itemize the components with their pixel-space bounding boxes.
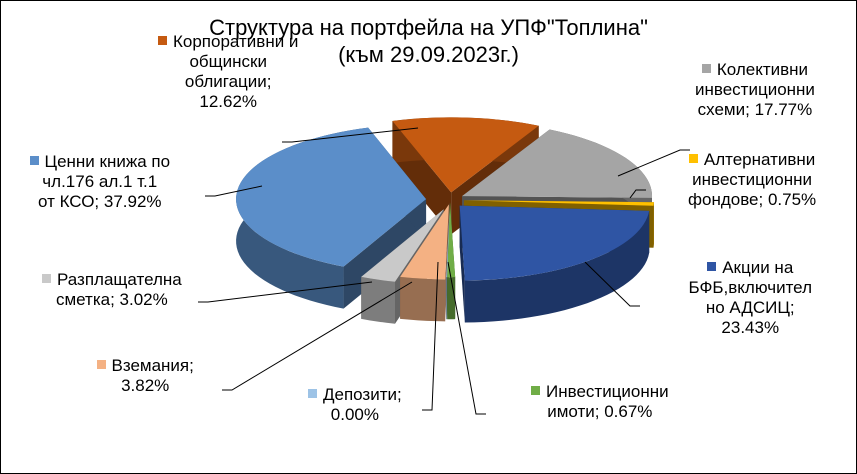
- data-label-text: общински: [189, 52, 267, 71]
- data-label-line: Алтернативни: [688, 150, 816, 170]
- legend-key-icon: [158, 36, 167, 45]
- legend-key-icon: [688, 154, 698, 163]
- pie-slice-3: [463, 200, 654, 206]
- pie-slice-8: [361, 209, 444, 282]
- pie-slice-6: [446, 202, 450, 278]
- data-label-line: 3.82%: [97, 376, 194, 396]
- data-label-text: БФБ,включител: [688, 278, 812, 297]
- legend-key-icon: [308, 389, 317, 398]
- pie-slice-4: [459, 205, 650, 281]
- data-label-line: Депозити;: [308, 385, 402, 405]
- leader-line: [198, 281, 373, 303]
- slice-outer-wall: [447, 277, 456, 320]
- data-label-text: Колективни: [716, 60, 809, 79]
- data-label-line: но АДСИЦ;: [689, 298, 812, 318]
- data-label-text: 3.82%: [121, 376, 170, 395]
- chart-title-line2: (към 29.09.2023г.): [338, 42, 519, 67]
- data-label-text: от КСО; 37.92%: [38, 192, 162, 211]
- data-label-text: но АДСИЦ;: [705, 298, 795, 317]
- data-label-text: Акции на: [722, 258, 794, 277]
- data-label-line: чл.176 ал.1 т.1: [30, 172, 171, 192]
- data-label-text: сметка; 3.02%: [55, 290, 168, 309]
- data-label-text: Депозити;: [323, 385, 402, 404]
- data-label-line: облигации;: [158, 72, 298, 92]
- pie-slice-5: [447, 202, 456, 278]
- pie-slice-2: [462, 129, 653, 198]
- data-label-1: Корпоративни и общински облигации; 12.62%: [158, 32, 298, 112]
- data-label-line: 23.43%: [689, 318, 812, 338]
- leader-line: [584, 261, 640, 307]
- data-label-9: Ценни книжа по чл.176 ал.1 т.1 от КСО; 37.…: [29, 152, 171, 212]
- data-label-line: Вземания;: [96, 356, 194, 376]
- data-label-text: Корпоративни и: [173, 32, 299, 51]
- legend-key-icon: [701, 64, 711, 73]
- slice-outer-wall: [400, 276, 446, 322]
- data-label-line: сметка; 3.02%: [42, 290, 182, 310]
- data-label-text: фондове; 0.75%: [688, 190, 817, 209]
- data-label-text: Алтернативни: [703, 150, 816, 169]
- data-label-line: Корпоративни и: [158, 32, 298, 52]
- slice-wall: [459, 205, 465, 323]
- data-label-line: Инвестиционни: [531, 382, 669, 402]
- data-label-text: Инвестиционни: [546, 382, 669, 401]
- data-label-text: 23.43%: [721, 318, 780, 337]
- data-label-line: БФБ,включител: [689, 278, 812, 298]
- data-label-line: инвестиционни: [695, 80, 815, 100]
- data-label-text: 12.62%: [199, 92, 258, 111]
- data-label-line: Акции на: [689, 258, 812, 278]
- data-label-4: Акции на БФБ,включител но АДСИЦ; 23.43%: [689, 258, 812, 338]
- data-label-6: Депозити; 0.00%: [308, 385, 402, 425]
- pie-slice-9: [236, 127, 427, 267]
- data-label-text: инвестиционни: [695, 80, 815, 99]
- legend-key-icon: [707, 262, 717, 271]
- data-label-line: Колективни: [695, 60, 815, 80]
- leader-line: [282, 127, 419, 143]
- leader-line: [422, 261, 439, 411]
- data-label-line: от КСО; 37.92%: [30, 192, 171, 212]
- data-label-line: инвестиционни: [688, 170, 816, 190]
- leader-line: [447, 261, 486, 415]
- pie-slice-1: [392, 117, 539, 193]
- slice-outer-wall: [464, 210, 650, 323]
- slice-outer-wall: [361, 276, 396, 324]
- data-label-line: имоти; 0.67%: [531, 402, 669, 422]
- data-label-line: фондове; 0.75%: [688, 190, 816, 210]
- leader-line: [205, 185, 263, 197]
- data-label-line: 0.00%: [308, 405, 402, 425]
- data-label-2: Колективни инвестиционни схеми; 17.77%: [695, 60, 815, 120]
- data-label-3: Алтернативни инвестиционни фондове; 0.75%: [688, 150, 816, 210]
- data-label-text: чл.176 ал.1 т.1: [42, 172, 158, 191]
- leader-line: [222, 281, 413, 391]
- data-label-line: 12.62%: [158, 92, 298, 112]
- data-label-line: общински: [158, 52, 298, 72]
- leader-line: [617, 149, 690, 177]
- data-label-8: Разплащателна сметка; 3.02%: [42, 270, 182, 310]
- data-label-text: 0.00%: [330, 405, 379, 424]
- data-label-text: имоти; 0.67%: [547, 402, 653, 421]
- data-label-text: схеми; 17.77%: [697, 100, 813, 119]
- legend-key-icon: [96, 360, 106, 369]
- legend-key-icon: [531, 386, 540, 395]
- data-label-text: Ценни книжа по: [44, 152, 171, 171]
- data-label-7: Вземания; 3.82%: [96, 356, 194, 396]
- chart-title-line1: Структура на портфейла на УПФ"Топлина": [209, 15, 648, 40]
- data-label-text: Вземания;: [111, 356, 194, 375]
- legend-key-icon: [42, 274, 51, 283]
- slice-outer-wall: [446, 277, 448, 320]
- legend-key-icon: [29, 156, 39, 165]
- data-label-text: облигации;: [184, 72, 272, 91]
- data-label-5: Инвестиционни имоти; 0.67%: [531, 382, 669, 422]
- data-label-line: Ценни книжа по: [29, 152, 171, 172]
- pie-slice-7: [400, 204, 449, 280]
- leader-line: [629, 189, 646, 199]
- data-label-text: Разплащателна: [57, 270, 182, 289]
- data-label-text: инвестиционни: [692, 170, 813, 189]
- data-label-line: Разплащателна: [42, 270, 182, 290]
- data-label-line: схеми; 17.77%: [695, 100, 815, 120]
- chart-title: Структура на портфейла на УПФ"Топлина" (…: [0, 14, 857, 68]
